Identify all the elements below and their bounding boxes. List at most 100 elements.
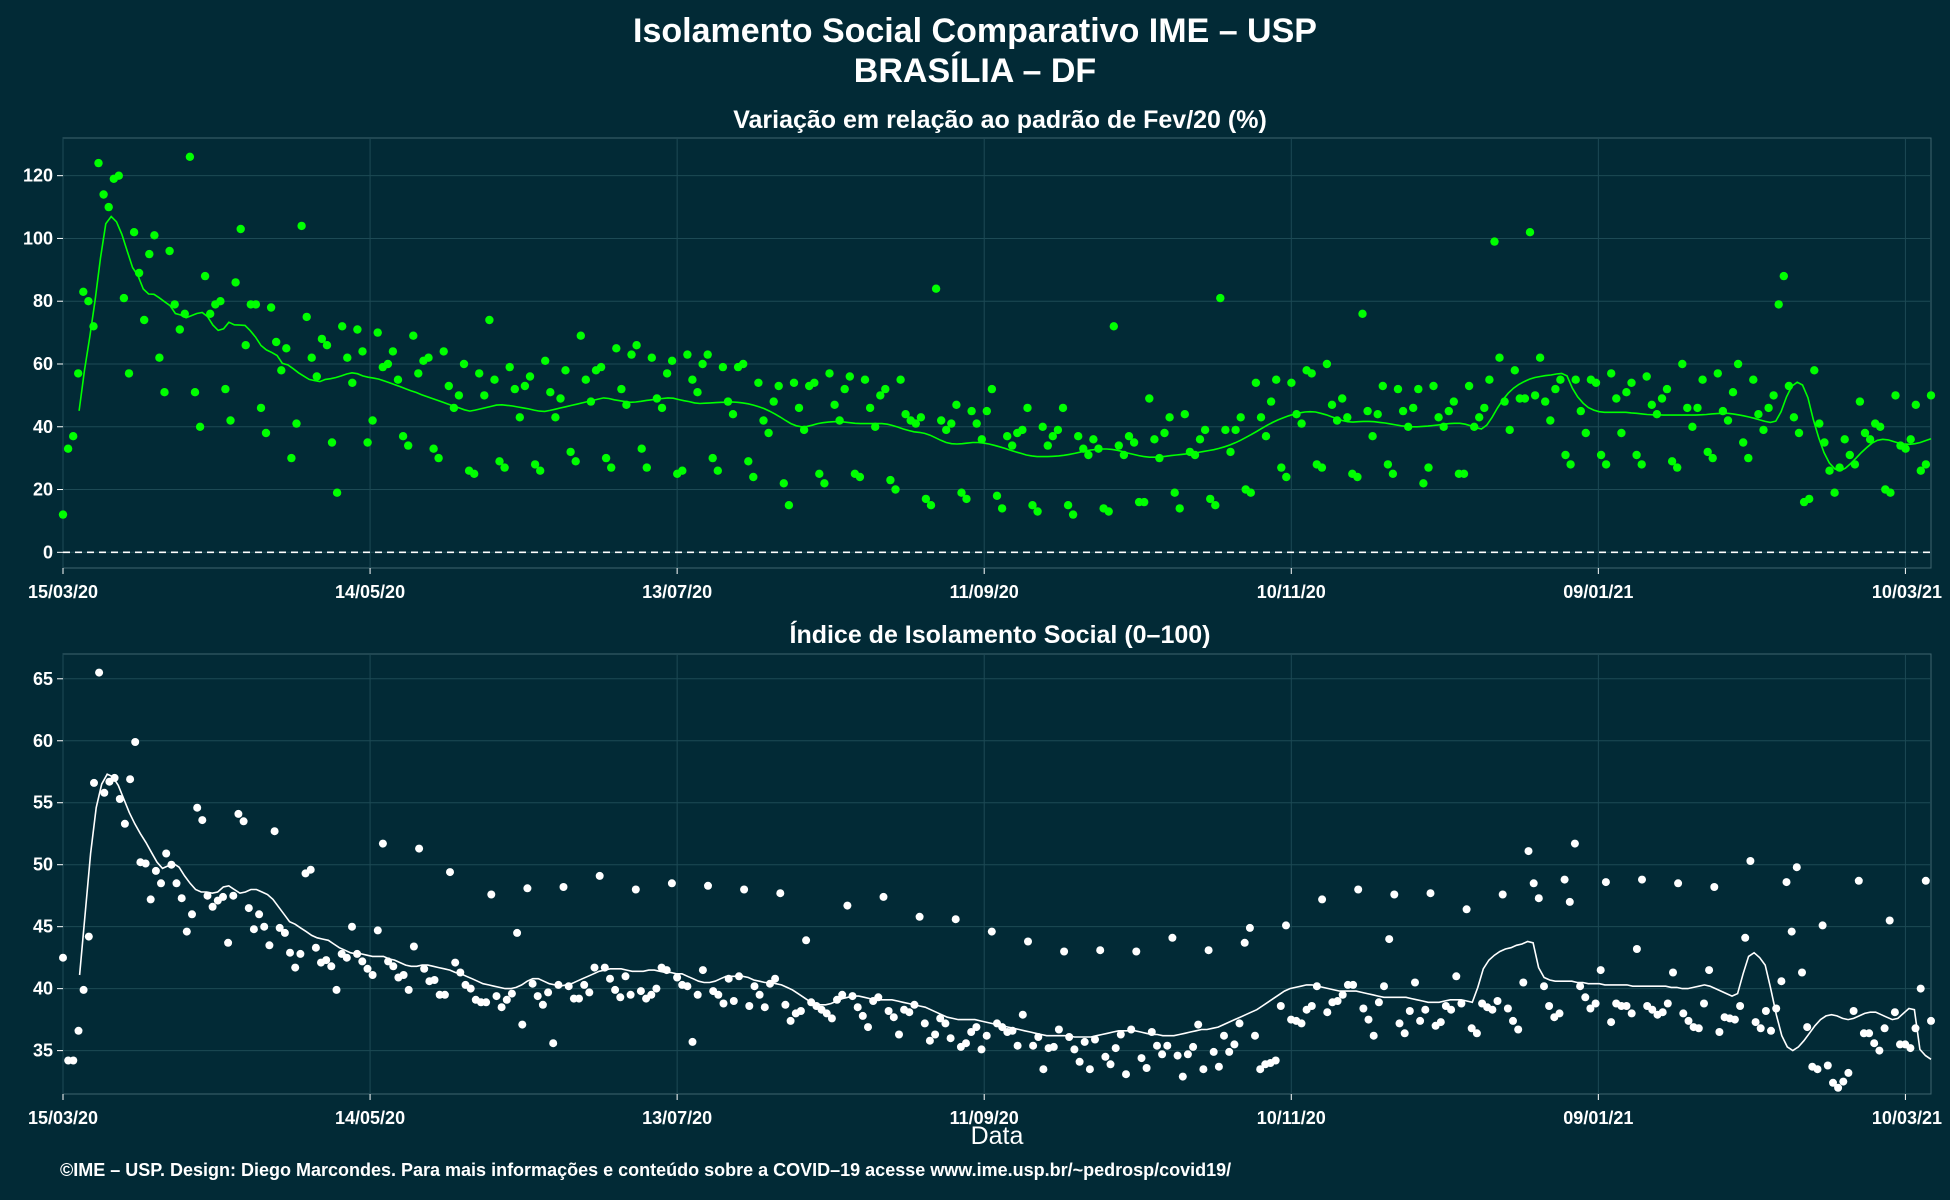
data-point	[420, 964, 429, 973]
data-point	[871, 422, 880, 431]
data-point	[1231, 425, 1240, 435]
data-point	[1638, 875, 1646, 884]
data-point	[58, 510, 68, 519]
data-point	[1297, 419, 1306, 428]
data-point	[541, 356, 550, 365]
data-point	[470, 469, 479, 478]
data-point	[1880, 1024, 1889, 1033]
data-point	[1571, 375, 1580, 384]
data-point	[1075, 1057, 1084, 1066]
data-point	[175, 325, 184, 334]
x-tick-label: 14/05/20	[335, 1108, 405, 1128]
data-point	[383, 359, 393, 369]
data-point	[595, 871, 604, 880]
data-point	[1240, 938, 1249, 947]
data-point	[1829, 1078, 1837, 1087]
data-point	[1637, 460, 1646, 469]
data-point	[698, 966, 707, 975]
data-point	[332, 488, 342, 497]
data-point	[936, 1014, 945, 1023]
data-point	[119, 293, 129, 303]
data-point	[561, 366, 570, 375]
data-point	[322, 341, 332, 350]
data-point	[322, 956, 331, 965]
data-point	[1525, 228, 1535, 237]
data-point	[266, 303, 276, 312]
data-point	[1560, 875, 1569, 884]
data-point	[1505, 425, 1514, 435]
data-point	[151, 866, 160, 875]
data-point	[617, 384, 626, 394]
data-point	[1317, 463, 1327, 472]
data-point	[1774, 300, 1783, 309]
data-point	[1449, 397, 1459, 406]
panel-bottom-grid	[62, 654, 1931, 1094]
data-point	[1374, 998, 1383, 1007]
data-point	[794, 403, 804, 413]
data-point	[1541, 397, 1550, 406]
data-point	[69, 432, 78, 441]
x-tick-label: 10/03/21	[1872, 1108, 1942, 1128]
panel-top-moving-average-line	[78, 215, 1932, 472]
data-point	[520, 381, 530, 391]
data-point	[1074, 432, 1083, 441]
data-point	[1194, 1020, 1203, 1029]
data-point	[1467, 1024, 1476, 1033]
data-point	[820, 479, 829, 488]
data-point	[739, 359, 748, 369]
data-point	[1038, 422, 1047, 431]
data-point	[703, 350, 712, 359]
data-point	[1761, 1007, 1770, 1015]
data-point	[1153, 1041, 1161, 1050]
data-point	[1627, 1009, 1636, 1018]
data-point	[193, 803, 202, 812]
data-point	[265, 941, 274, 950]
data-point	[1746, 857, 1755, 865]
data-point	[1155, 453, 1164, 463]
data-point	[500, 463, 509, 472]
data-point	[566, 447, 575, 457]
data-point	[1246, 488, 1256, 497]
data-point	[414, 369, 423, 378]
data-point	[1048, 432, 1058, 441]
data-point	[1581, 993, 1590, 1002]
x-axis-label: Data	[971, 1122, 1024, 1150]
data-point	[1354, 885, 1363, 894]
data-point	[886, 475, 895, 485]
data-point	[865, 403, 875, 413]
data-point	[261, 428, 271, 438]
data-point	[997, 504, 1007, 513]
data-point	[860, 375, 870, 384]
data-point	[1921, 876, 1930, 885]
chart-title: Isolamento Social Comparativo IME – USP	[633, 12, 1317, 50]
data-point	[338, 322, 347, 331]
data-point	[1754, 410, 1763, 419]
data-point	[1509, 1016, 1517, 1025]
data-point	[1111, 1044, 1120, 1053]
data-point	[226, 416, 235, 425]
data-point	[317, 334, 327, 344]
data-point	[475, 369, 484, 378]
data-point	[251, 300, 261, 309]
data-point	[404, 985, 413, 994]
data-point	[1627, 378, 1636, 387]
data-point	[845, 372, 854, 381]
data-point	[713, 466, 722, 475]
y-tick-label: 60	[33, 354, 53, 374]
data-point	[206, 309, 215, 318]
data-point	[1751, 1018, 1760, 1027]
data-point	[399, 971, 408, 979]
data-point	[1642, 372, 1651, 381]
data-point	[1277, 463, 1286, 472]
data-point	[150, 231, 159, 240]
panel-bottom-y-axis: 35 40 45 50 55 60 65	[33, 669, 63, 1061]
data-point	[1211, 501, 1220, 510]
data-point	[1398, 406, 1408, 416]
data-point	[260, 922, 269, 931]
data-point	[389, 962, 398, 971]
data-point	[1860, 428, 1870, 438]
data-point	[544, 988, 553, 997]
data-point	[219, 892, 227, 901]
x-tick-label: 14/05/20	[335, 582, 405, 602]
data-point	[1632, 450, 1641, 460]
